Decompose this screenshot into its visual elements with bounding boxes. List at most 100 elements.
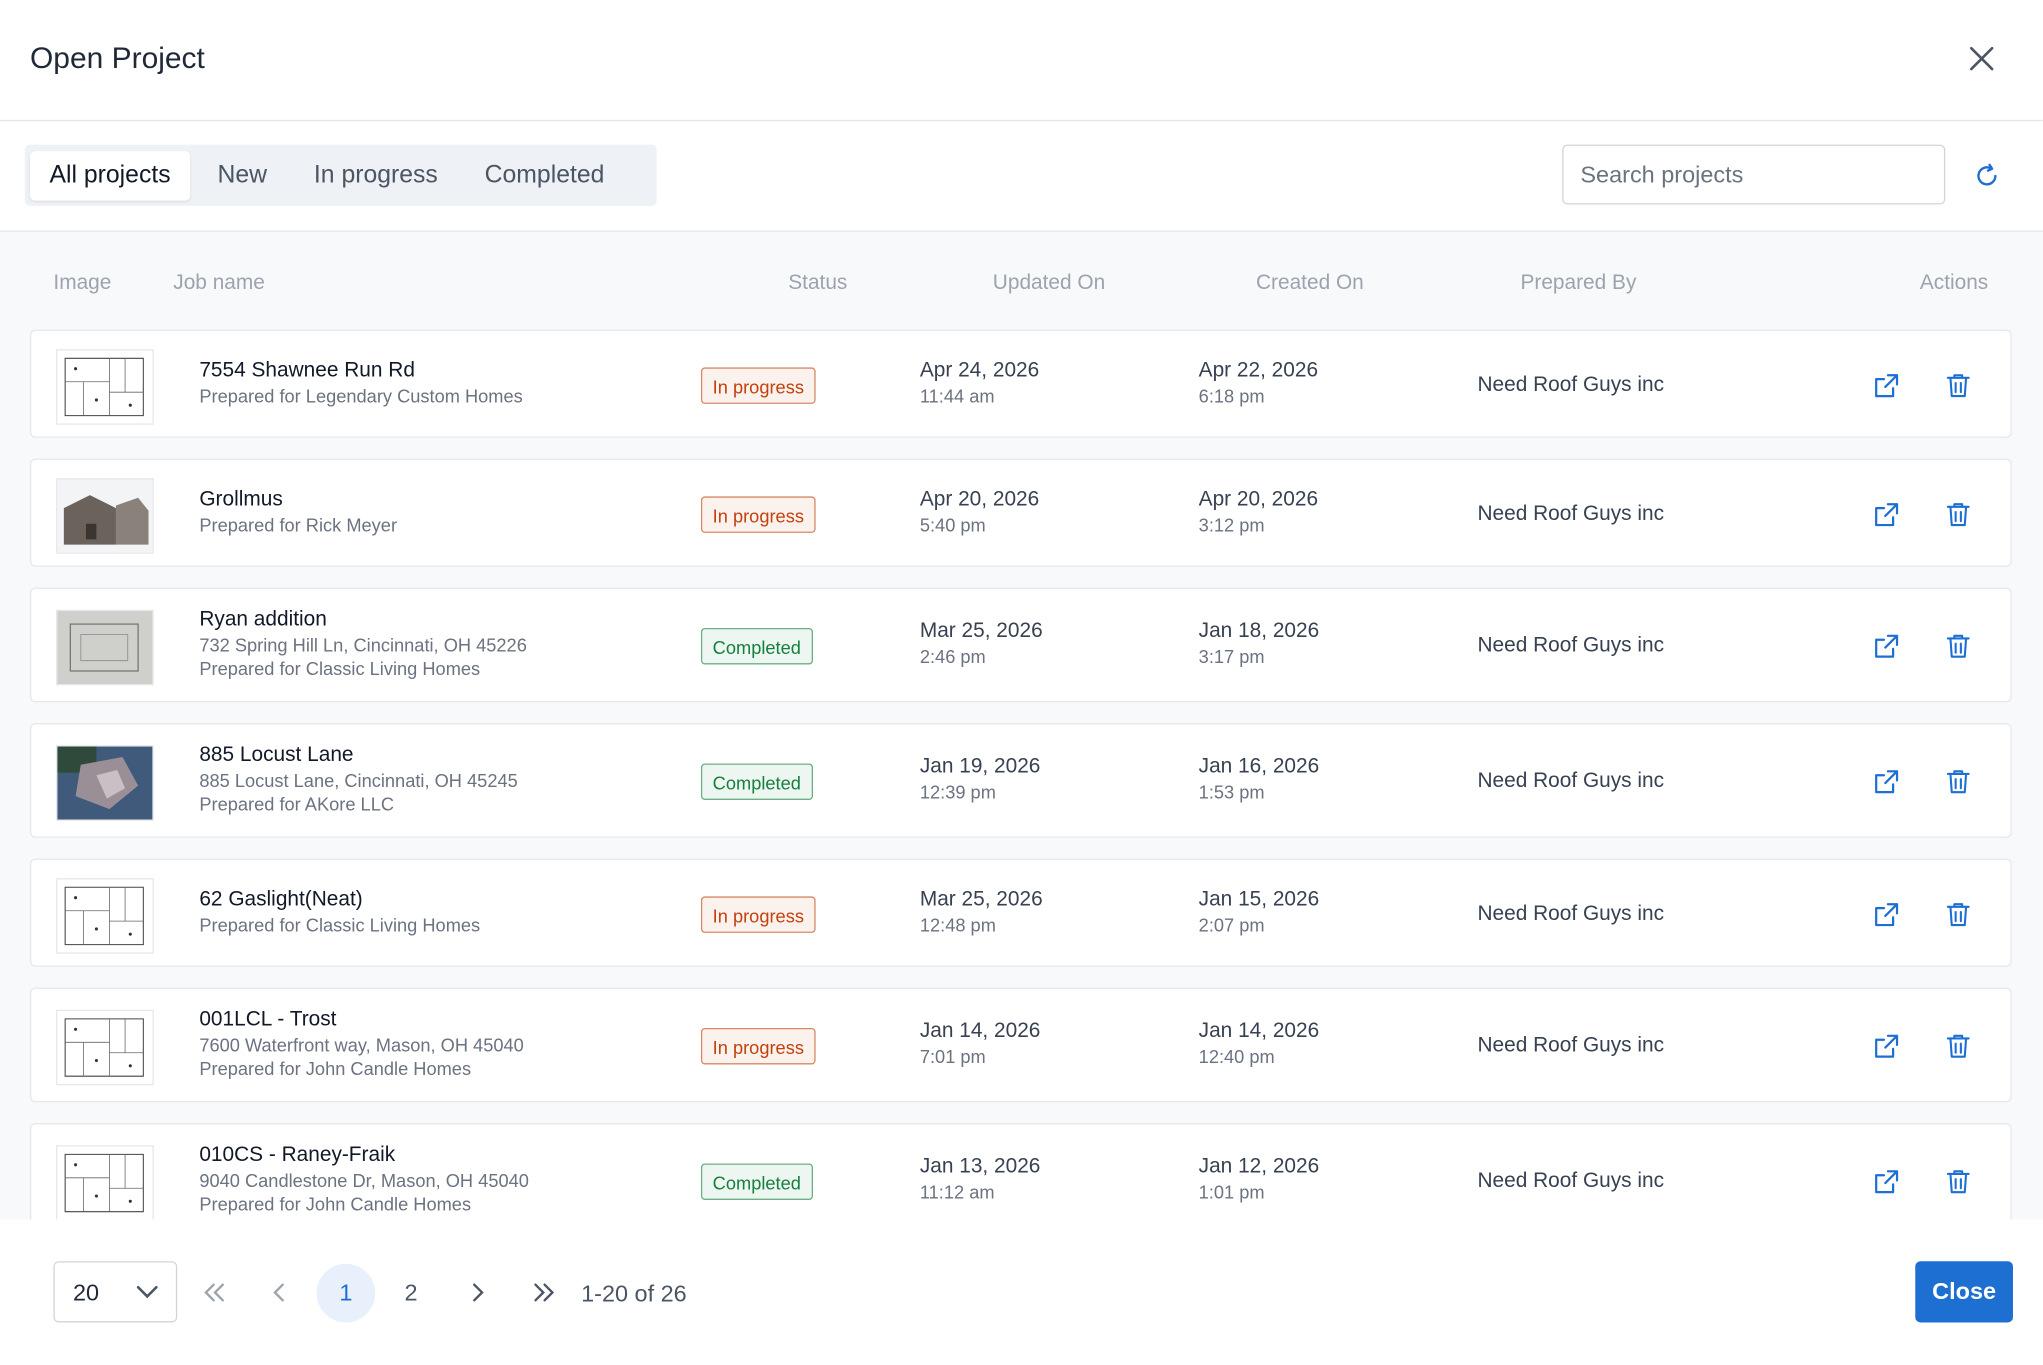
- status-badge: In progress: [700, 1027, 816, 1065]
- thumbnail: [56, 1009, 154, 1086]
- job-name-cell: Ryan addition 732 Spring Hill Ln, Cincinn…: [199, 608, 527, 678]
- job-detail: 732 Spring Hill Ln, Cincinnati, OH 45226: [199, 633, 527, 655]
- column-header: Image: [53, 272, 112, 295]
- thumbnail: [56, 477, 154, 554]
- updated-time: 11:12 am: [919, 1181, 995, 1203]
- delete-action[interactable]: [1946, 1033, 1970, 1066]
- open-action[interactable]: [1874, 901, 1900, 934]
- job-detail: Prepared for Classic Living Homes: [199, 657, 481, 679]
- updated-on: Jan 13, 2026 11:12 am: [919, 1155, 1041, 1203]
- thumbnail: [56, 348, 154, 425]
- updated-on: Jan 14, 2026 7:01 pm: [919, 1020, 1041, 1068]
- created-time: 1:53 pm: [1198, 781, 1265, 803]
- job-detail: Prepared for Classic Living Homes: [199, 913, 481, 935]
- updated-on: Apr 20, 2026 5:40 pm: [919, 487, 1040, 535]
- open-action[interactable]: [1874, 1033, 1900, 1066]
- created-on: Jan 16, 2026 1:53 pm: [1198, 755, 1320, 803]
- updated-time: 5:40 pm: [919, 513, 986, 535]
- page-number[interactable]: 1: [316, 1263, 376, 1323]
- job-name: 885 Locust Lane: [199, 743, 354, 766]
- thumbnail: [56, 745, 154, 821]
- updated-on: Apr 24, 2026 11:44 am: [919, 358, 1040, 406]
- close-icon[interactable]: [1967, 44, 1996, 73]
- updated-time: 12:48 pm: [919, 913, 996, 935]
- dialog-header: Open Project: [0, 0, 2043, 122]
- project-row[interactable]: Ryan addition 732 Spring Hill Ln, Cincinn…: [29, 587, 2012, 703]
- created-time: 12:40 pm: [1198, 1046, 1275, 1068]
- page-range: 1-20 of 26: [581, 1280, 687, 1307]
- first-page[interactable]: [202, 1281, 228, 1304]
- updated-on: Jan 19, 2026 12:39 pm: [919, 755, 1041, 803]
- delete-action[interactable]: [1946, 501, 1970, 534]
- prepared-by: Need Roof Guys inc: [1477, 502, 1665, 525]
- delete-action[interactable]: [1946, 1169, 1970, 1202]
- created-time: 1:01 pm: [1198, 1181, 1265, 1203]
- footer: 20 1 2 1-20 of 26 Close: [0, 1219, 2043, 1365]
- updated-on: Mar 25, 2026 12:48 pm: [919, 887, 1043, 935]
- status-badge: Completed: [700, 763, 813, 800]
- close-button[interactable]: Close: [1915, 1261, 2013, 1323]
- project-row[interactable]: 885 Locust Lane 885 Locust Lane, Cincinna…: [29, 723, 2012, 838]
- job-name-cell: 010CS - Raney-Fraik 9040 Candlestone Dr, …: [199, 1143, 529, 1213]
- thumbnail: [56, 609, 154, 686]
- next-page[interactable]: [469, 1281, 487, 1304]
- tab[interactable]: New: [217, 160, 268, 189]
- toolbar: All projects New In progress Completed Sear…: [0, 121, 2043, 232]
- column-header: Updated On: [992, 272, 1106, 295]
- page-number[interactable]: 2: [404, 1279, 418, 1306]
- open-action[interactable]: [1874, 1169, 1900, 1202]
- project-table: Image Job name Status Updated On Created On P…: [0, 231, 2043, 1220]
- created-on: Apr 20, 2026 3:12 pm: [1198, 487, 1319, 535]
- open-action[interactable]: [1874, 372, 1900, 405]
- open-action[interactable]: [1874, 769, 1900, 802]
- prev-page[interactable]: [270, 1281, 288, 1304]
- status-badge: In progress: [700, 495, 816, 533]
- tab[interactable]: Completed: [484, 160, 605, 189]
- updated-time: 7:01 pm: [919, 1046, 986, 1068]
- job-name: 7554 Shawnee Run Rd: [199, 358, 415, 382]
- job-detail: 9040 Candlestone Dr, Mason, OH 45040: [199, 1169, 529, 1191]
- job-name-cell: 001LCL - Trost 7600 Waterfront way, Mason…: [199, 1008, 523, 1078]
- column-header: Status: [788, 272, 848, 295]
- created-time: 6:18 pm: [1198, 385, 1265, 406]
- tab[interactable]: In progress: [313, 160, 438, 189]
- column-header: Prepared By: [1520, 272, 1637, 295]
- status-badge: In progress: [700, 366, 816, 404]
- tab[interactable]: All projects: [29, 150, 191, 200]
- last-page[interactable]: [530, 1281, 556, 1304]
- column-header: Job name: [173, 272, 265, 295]
- project-row[interactable]: 001LCL - Trost 7600 Waterfront way, Mason…: [29, 987, 2012, 1103]
- chevron-down: [136, 1285, 158, 1299]
- project-row[interactable]: 010CS - Raney-Fraik 9040 Candlestone Dr, …: [29, 1123, 2012, 1220]
- created-time: 2:07 pm: [1198, 913, 1265, 935]
- delete-action[interactable]: [1946, 769, 1970, 802]
- job-detail: 7600 Waterfront way, Mason, OH 45040: [199, 1033, 524, 1055]
- delete-action[interactable]: [1946, 901, 1970, 934]
- updated-time: 12:39 pm: [919, 781, 996, 803]
- job-name: Grollmus: [199, 487, 283, 511]
- project-row[interactable]: 62 Gaslight(Neat) Prepared for Classic Li…: [29, 858, 2012, 967]
- job-name-cell: 62 Gaslight(Neat) Prepared for Classic Li…: [199, 888, 480, 935]
- search-input[interactable]: Search projects: [1562, 144, 1946, 205]
- job-detail: Prepared for John Candle Homes: [199, 1192, 472, 1214]
- prepared-by: Need Roof Guys inc: [1477, 634, 1665, 657]
- open-action[interactable]: [1874, 501, 1900, 534]
- job-detail: 885 Locust Lane, Cincinnati, OH 45245: [199, 769, 518, 791]
- job-name-cell: 885 Locust Lane 885 Locust Lane, Cincinna…: [199, 743, 517, 813]
- project-row[interactable]: Grollmus Prepared for Rick Meyer In progre…: [29, 458, 2012, 567]
- open-action[interactable]: [1874, 633, 1900, 666]
- delete-action[interactable]: [1946, 633, 1970, 666]
- page-size: 20: [72, 1279, 100, 1306]
- job-name: Ryan addition: [199, 607, 327, 630]
- updated-time: 2:46 pm: [919, 646, 986, 668]
- page-size-select[interactable]: 20: [53, 1261, 178, 1323]
- delete-action[interactable]: [1946, 372, 1970, 405]
- job-name-cell: 7554 Shawnee Run Rd Prepared for Legendar…: [199, 359, 522, 406]
- refresh-icon[interactable]: [1973, 162, 2002, 191]
- job-name: 62 Gaslight(Neat): [199, 887, 363, 911]
- created-on: Jan 12, 2026 1:01 pm: [1198, 1155, 1320, 1203]
- project-row[interactable]: 7554 Shawnee Run Rd Prepared for Legendar…: [29, 329, 2012, 438]
- created-time: 3:17 pm: [1198, 646, 1265, 668]
- created-time: 3:12 pm: [1198, 513, 1265, 535]
